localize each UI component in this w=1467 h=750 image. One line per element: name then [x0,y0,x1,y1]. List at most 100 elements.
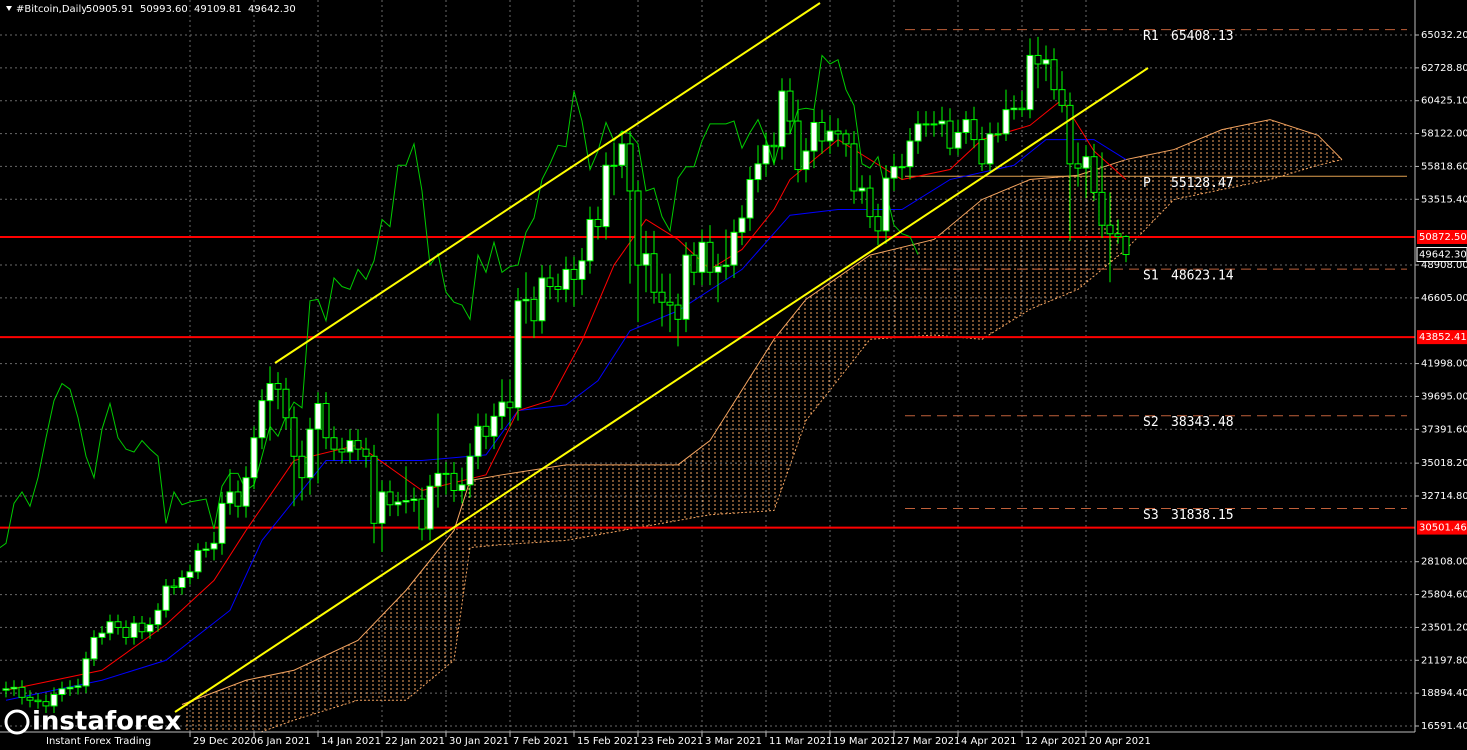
candle-body [74,685,82,688]
candle-body [946,120,954,149]
candle-body [666,301,674,306]
candle-body [826,130,834,142]
candle-body [458,484,466,492]
candle-body [322,402,330,439]
candle-body [18,686,26,698]
candle-body [1122,236,1130,256]
watermark: instaforex Instant Forex Trading [4,707,182,747]
kijun-line [5,139,1127,701]
header-low: 49109.81 [194,4,242,15]
candle-body [914,123,922,142]
candle-body [594,218,602,228]
candle-body [130,622,138,638]
y-tick-label: 46605.00 [1421,293,1467,304]
candle-body [402,499,410,503]
candle-body [1050,59,1058,91]
candle-body [162,585,170,611]
x-tick-label: 14 Jan 2021 [321,736,381,747]
last-price-box [1416,247,1467,263]
header-close: 49642.30 [248,4,296,15]
last-price-label: 49642.30 [1419,250,1467,261]
candle-body [482,425,490,437]
candle-body [274,383,282,390]
x-tick-label: 30 Jan 2021 [449,736,509,747]
channel-upper [274,2,821,364]
candle-body [90,636,98,660]
candle-body [794,120,802,171]
candle-body [242,477,250,507]
candle-body [226,491,234,504]
candle-body [730,231,738,266]
candle-body [330,437,338,450]
chart-title: #Bitcoin,Daily [16,4,87,15]
x-tick-label: 19 Mar 2021 [833,736,896,747]
y-tick-label: 58122.00 [1421,129,1467,140]
candle-body [1042,59,1050,65]
candle-body [234,491,242,507]
candle-body [1098,191,1106,226]
candle-body [266,383,274,402]
candle-body [1106,224,1114,235]
candle-body [1114,233,1122,238]
candle-body [586,218,594,262]
candle-body [290,417,298,457]
candle-body [722,264,730,268]
pivot-value: 31838.15 [1171,508,1234,523]
candle-body [58,688,66,695]
candle-body [1090,156,1098,193]
candle-body [410,498,418,501]
candle-body [650,253,658,293]
plot-area: R1 65408.13 P 55128.47 S1 48623.14 S2 38343.48 S… [0,0,1415,732]
x-tick-label: 23 Feb 2021 [641,736,703,747]
x-tick-label: 12 Apr 2021 [1025,736,1087,747]
candle-body [738,217,746,233]
y-tick-label: 18894.40 [1421,688,1467,699]
candle-body [442,472,450,475]
axes: 65032.20 62728.80 60425.10 58122.00 55818.60… [189,30,1467,747]
candle-body [546,277,554,288]
y-tick-label: 32714.80 [1421,491,1467,502]
candle-body [170,585,178,589]
candle-body [994,133,1002,136]
candle-body [154,609,162,626]
candle-body [210,542,218,550]
candle-body [362,448,370,457]
candle-body [498,401,506,417]
candle-body [306,428,314,479]
candle-body [354,440,362,450]
candle-body [1010,107,1018,111]
level-label-box [1417,520,1467,535]
candle-body [1034,54,1042,65]
y-tick-label: 60425.10 [1421,96,1467,107]
ichimoku-cloud [182,119,1342,732]
candle-body [250,437,258,479]
y-tick-label: 35018.20 [1421,458,1467,469]
candle-body [602,164,610,228]
candle-body [1026,54,1034,111]
candle-body [698,241,706,273]
y-tick-label: 25804.60 [1421,590,1467,601]
pivot-name: P [1143,176,1151,191]
pivot-name: S3 [1143,508,1159,523]
candle-body [370,455,378,524]
candle-body [122,626,130,638]
x-tick-label: 29 Dec 2020 [193,736,257,747]
candle-body [506,401,514,409]
candle-body [802,150,810,171]
candle-body [434,472,442,487]
candle-body [114,621,122,628]
candle-body [922,123,930,126]
candle-body [618,143,626,166]
x-tick-label: 3 Mar 2021 [705,736,762,747]
candle-body [810,121,818,152]
candle-body [610,164,618,167]
pivot-value: 55128.47 [1171,176,1234,191]
watermark-brand: instaforex [32,707,182,737]
channel-lower [174,67,1149,713]
candle-body [570,268,578,280]
x-tick-label: 7 Feb 2021 [513,736,569,747]
candle-body [834,130,842,135]
candle-body [298,455,306,479]
y-tick-label: 62728.80 [1421,63,1467,74]
candle-body [450,472,458,492]
